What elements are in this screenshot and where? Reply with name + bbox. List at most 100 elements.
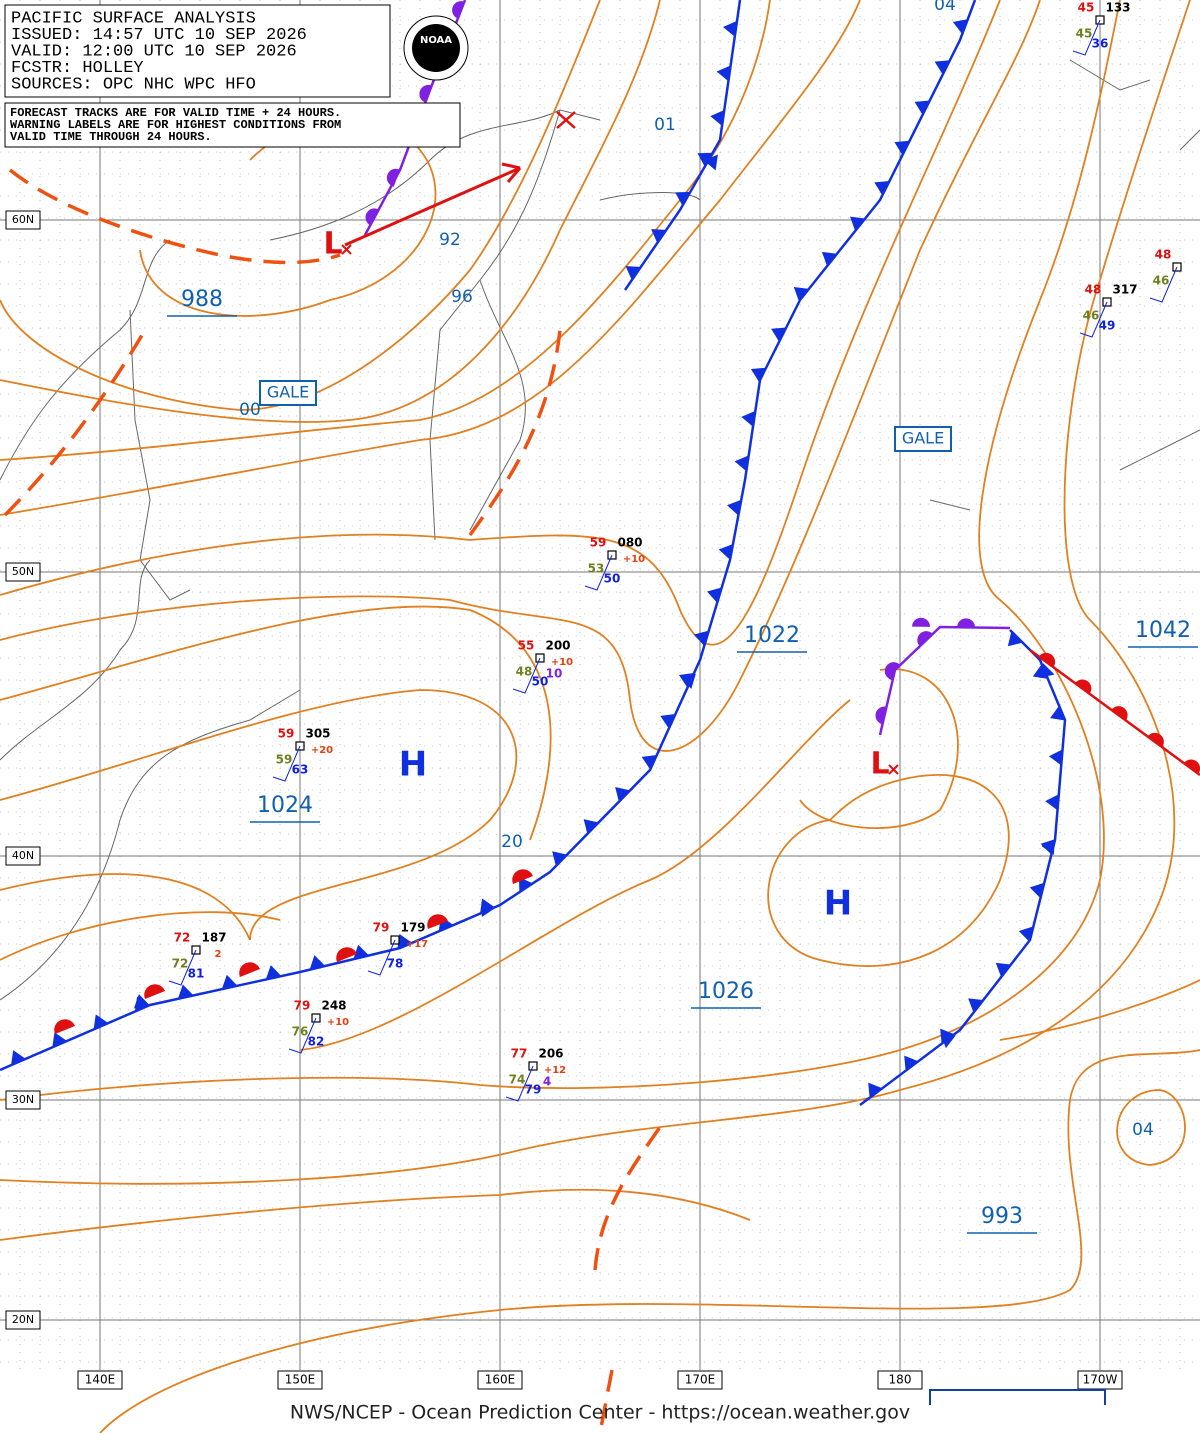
isobar	[0, 0, 771, 461]
cold-front-symbol	[718, 544, 733, 560]
coast	[0, 559, 301, 1001]
station-temp: 59	[590, 536, 607, 550]
isobar	[99, 979, 1200, 1433]
lon-label-box	[677, 1370, 723, 1390]
lon-label: 150E	[285, 1373, 316, 1387]
station-pressure: 305	[305, 727, 330, 741]
cold-front-symbol	[1050, 705, 1066, 721]
cold-front-symbol	[904, 1055, 919, 1071]
station-temp: 48	[1155, 248, 1172, 262]
station-temp: 48	[1085, 283, 1102, 297]
cold-front-symbol	[309, 955, 326, 970]
trough	[8, 168, 341, 265]
cold-front-symbol	[1007, 631, 1023, 647]
station-tendency: +12	[544, 1065, 566, 1076]
isobar	[0, 605, 552, 841]
cold-front-symbol	[1045, 794, 1059, 811]
cold-front-symbol	[625, 266, 641, 281]
station-temp: 59	[278, 727, 295, 741]
coast	[0, 239, 191, 601]
station-sst: 49	[1099, 319, 1116, 333]
station-pressure: 248	[321, 999, 346, 1013]
cold-front-symbol	[741, 410, 756, 427]
station-sst: 50	[604, 572, 621, 586]
center-pressure: 1026	[698, 979, 754, 1004]
lat-label: 30N	[12, 1093, 34, 1106]
lat-label-box	[5, 1310, 41, 1330]
lat-label: 20N	[12, 1313, 34, 1326]
note-line: WARNING LABELS ARE FOR HIGHEST CONDITION…	[10, 118, 341, 132]
cold-front-symbol	[874, 181, 890, 196]
cold-front-symbol	[706, 587, 722, 603]
front-symbol	[387, 169, 401, 187]
station-tendency: 2	[215, 949, 222, 960]
lon-label-box	[877, 1370, 923, 1390]
lon-label: 170W	[1083, 1373, 1118, 1387]
track-arrow	[501, 162, 522, 183]
station-dew: 46	[1083, 309, 1100, 323]
front-symbol	[912, 617, 931, 627]
station-tendency: +10	[327, 1017, 349, 1028]
center-pressure: 1042	[1135, 618, 1191, 643]
station-sst: 81	[188, 967, 205, 981]
station-temp: 79	[373, 921, 390, 935]
station-dew: 76	[292, 1025, 309, 1039]
logo-text: NOAA	[420, 35, 452, 46]
isobar	[1116, 1089, 1186, 1166]
station-dew: 45	[1076, 27, 1093, 41]
wind-barb	[1149, 266, 1178, 303]
note-line: VALID TIME THROUGH 24 HOURS.	[10, 130, 212, 144]
cold-front-symbol	[133, 994, 150, 1009]
note-box	[4, 102, 461, 148]
wind-barb	[1072, 19, 1101, 56]
isobar	[0, 0, 1191, 1185]
station-pressure: 179	[400, 921, 425, 935]
isobar-label: 01	[654, 115, 676, 135]
isobar	[0, 0, 661, 423]
station-temp: 45	[1078, 1, 1095, 15]
front-symbol	[1183, 759, 1200, 774]
header-line: PACIFIC SURFACE ANALYSIS	[11, 9, 256, 28]
cold-front-symbol	[651, 229, 667, 244]
low-x	[888, 764, 899, 775]
station-temp: 79	[294, 999, 311, 1013]
cold-front-symbol	[518, 876, 533, 893]
front-symbol	[452, 1, 465, 19]
lon-label-box	[277, 1370, 323, 1390]
cold-front-symbol	[734, 455, 749, 472]
cold-front-symbol	[940, 1033, 956, 1049]
station-tendency: +10	[551, 657, 573, 668]
isobar	[0, 873, 281, 961]
header-line: ISSUED: 14:57 UTC 10 SEP 2026	[11, 26, 307, 45]
low-center: L	[870, 747, 889, 782]
cold-front-symbol	[177, 984, 194, 999]
station-sst: 63	[292, 763, 309, 777]
header-line: SOURCES: OPC NHC WPC HFO	[11, 75, 256, 94]
cold-front-symbol	[821, 251, 838, 267]
station-dew: 46	[1153, 274, 1170, 288]
station-dew: 53	[588, 562, 605, 576]
fronts	[0, 0, 1200, 1106]
low-center: L	[323, 227, 342, 262]
high-center: H	[824, 884, 852, 924]
cold-front-symbol	[221, 974, 238, 990]
cold-front-symbol	[675, 191, 691, 206]
coast	[269, 109, 701, 541]
isobar	[0, 0, 1121, 1101]
footer: NWS/NCEP - Ocean Prediction Center - htt…	[290, 1402, 910, 1424]
cold-front-symbol	[353, 944, 369, 960]
front-line	[623, 0, 742, 291]
high-center: H	[399, 745, 427, 785]
wind-barb	[168, 949, 197, 986]
lat-label-box	[5, 562, 41, 582]
warm-front-symbol	[336, 947, 357, 962]
wind-barb	[367, 939, 396, 976]
cold-front-symbol	[703, 154, 718, 171]
gale-warning-box	[259, 380, 317, 406]
front-symbol	[1147, 732, 1164, 748]
station-tendency: +17	[406, 939, 428, 950]
cold-front-symbol	[11, 1050, 26, 1066]
cold-front-symbol	[1039, 663, 1055, 679]
station-pressure: 200	[545, 639, 570, 653]
